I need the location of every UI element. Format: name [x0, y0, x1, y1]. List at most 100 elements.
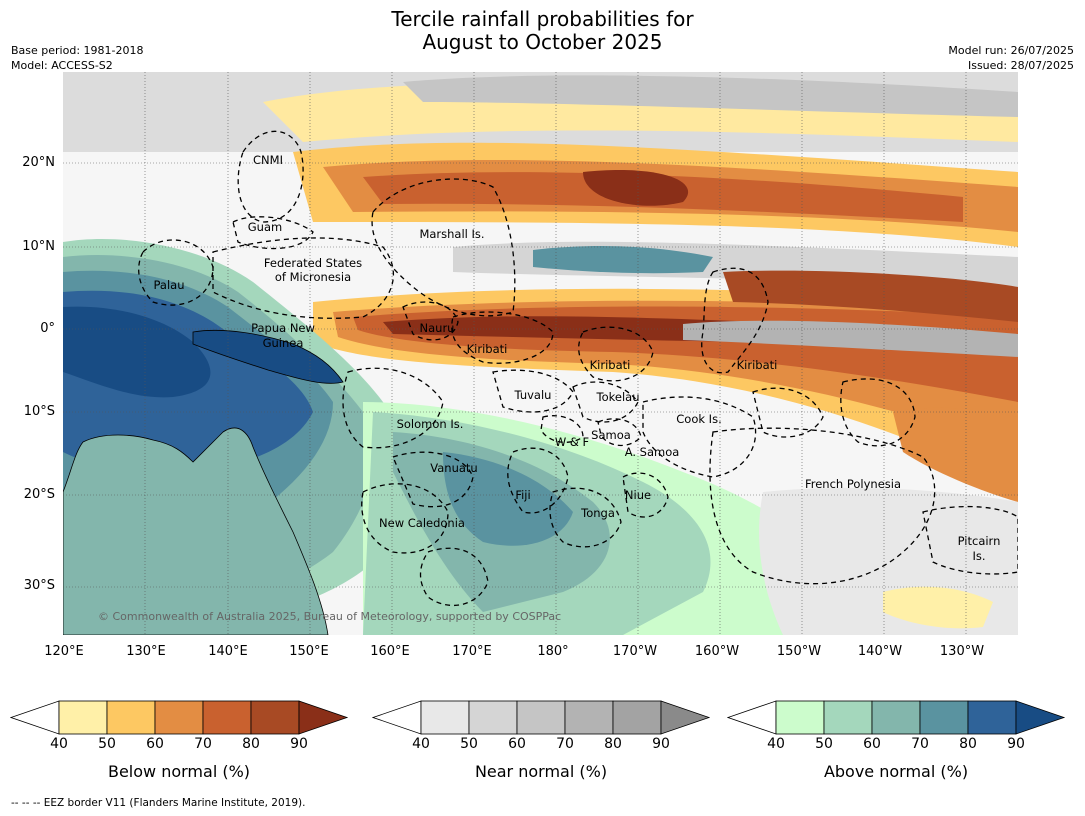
y-tick-label: 30°S: [23, 578, 55, 593]
colorbar-below-swatch: [154, 700, 204, 735]
region-label: W & F: [555, 435, 589, 449]
region-label: Samoa: [591, 428, 631, 442]
meta-right: Model run: 26/07/2025 Issued: 28/07/2025: [948, 43, 1074, 73]
colorbar-tick: 80: [242, 736, 260, 752]
below-core-east: [723, 270, 1018, 322]
colorbar-above-swatch: [823, 700, 873, 735]
below-east-central: [893, 407, 1018, 502]
above-sw-4: [443, 452, 573, 546]
colorbar-near-swatch: [564, 700, 614, 735]
x-tick-label: 140°E: [208, 644, 248, 659]
australia-landmass: [63, 427, 329, 635]
region-label: Marshall Is.: [419, 227, 484, 241]
region-label: Guam: [248, 220, 282, 234]
region-labels: CNMI Guam Federated States of Micronesia…: [154, 153, 1001, 563]
title-line-2: August to October 2025: [422, 30, 663, 54]
region-label: Tuvalu: [514, 388, 552, 402]
region-label: Cook Is.: [676, 412, 721, 426]
region-label: of Micronesia: [275, 270, 351, 284]
below-core-north: [583, 170, 689, 206]
region-label: Pitcairn: [958, 534, 1001, 548]
x-tick-label: 140°W: [857, 644, 903, 659]
colorbar-tick: 60: [146, 736, 164, 752]
colorbar-near-swatch: [612, 700, 662, 735]
y-tick-label: 20°N: [22, 155, 55, 170]
x-tick-label: 150°W: [776, 644, 822, 659]
colorbar-near-swatch: [420, 700, 470, 735]
region-label: Federated States: [264, 256, 362, 270]
colorbar-tick: 80: [604, 736, 622, 752]
region-label: New Caledonia: [379, 516, 465, 530]
colorbar-tick: 90: [652, 736, 670, 752]
x-tick-label: 160°E: [370, 644, 410, 659]
model-run: Model run: 26/07/2025: [948, 44, 1074, 57]
region-label: Kiribati: [590, 358, 631, 372]
colorbar-tick: 60: [863, 736, 881, 752]
region-label: Nauru: [420, 321, 455, 335]
eez-footnote: -- -- -- EEZ border V11 (Flanders Marine…: [11, 797, 306, 809]
model-name: Model: ACCESS-S2: [11, 59, 113, 72]
region-label: A. Samoa: [625, 445, 680, 459]
region-label: Niue: [625, 488, 651, 502]
colorbar-above-swatch: [871, 700, 921, 735]
band-near-north-2: [403, 75, 1018, 117]
x-tick-label: 180°: [537, 644, 569, 659]
y-tick-label: 20°S: [23, 487, 55, 502]
colorbar-below-swatch: [106, 700, 156, 735]
region-label: Kiribati: [467, 342, 508, 356]
new-guinea-landmass: [192, 330, 344, 384]
colorbar-tick: 90: [1007, 736, 1025, 752]
colorbar-tick: 70: [194, 736, 212, 752]
colorbar-near-swatch: [468, 700, 518, 735]
y-tick-label: 10°S: [23, 404, 55, 419]
colorbar-tick: 40: [767, 736, 785, 752]
x-tick-label: 160°W: [694, 644, 740, 659]
region-label: Tokelau: [596, 390, 640, 404]
region-label: Fiji: [515, 488, 530, 502]
meta-left: Base period: 1981-2018 Model: ACCESS-S2: [11, 43, 143, 73]
colorbar-tick: 50: [815, 736, 833, 752]
colorbar-below: [10, 700, 349, 735]
colorbar-above-swatch: [775, 700, 825, 735]
x-tick-label: 120°E: [44, 644, 84, 659]
colorbar-tick: 80: [959, 736, 977, 752]
region-label: Is.: [972, 549, 985, 563]
colorbar-above-extend-low: [727, 700, 777, 735]
region-label: Vanuatu: [430, 461, 477, 475]
colorbar-below-swatch: [58, 700, 108, 735]
chart-title: Tercile rainfall probabilities for Augus…: [0, 8, 1085, 54]
base-period: Base period: 1981-2018: [11, 44, 144, 57]
issued-date: Issued: 28/07/2025: [967, 59, 1074, 72]
colorbar-near-extend-high: [660, 700, 711, 735]
eez-borders: [138, 130, 1018, 607]
colorbar-below-label: Below normal (%): [107, 762, 251, 781]
colorbar-tick: 40: [412, 736, 430, 752]
x-tick-label: 130°W: [939, 644, 985, 659]
region-label: Tonga: [580, 506, 615, 520]
region-label: Palau: [154, 278, 185, 292]
colorbar-tick: 60: [508, 736, 526, 752]
colorbar-tick: 90: [290, 736, 308, 752]
colorbar-above: [727, 700, 1066, 735]
colorbar-near-swatch: [516, 700, 566, 735]
y-tick-label: 10°N: [22, 239, 55, 254]
colorbar-above-swatch: [967, 700, 1017, 735]
colorbar-below-swatch: [202, 700, 252, 735]
colorbar-near-label: Near normal (%): [474, 762, 608, 781]
region-label: Solomon Is.: [397, 417, 464, 431]
colorbar-tick: 70: [556, 736, 574, 752]
near-equatorial-east: [683, 320, 1018, 357]
region-label: Kiribati: [737, 358, 778, 372]
colorbar-near: [372, 700, 711, 735]
colorbar-above-extend-high: [1015, 700, 1066, 735]
below-southeast: [883, 586, 993, 629]
colorbar-above-label: Above normal (%): [823, 762, 969, 781]
x-tick-label: 170°E: [452, 644, 492, 659]
rainfall-probability-map: © Commonwealth of Australia 2025, Bureau…: [63, 72, 1018, 635]
colorbar-tick: 50: [98, 736, 116, 752]
colorbar-above-swatch: [919, 700, 969, 735]
colorbar-below-extend-low: [10, 700, 60, 735]
x-tick-label: 170°W: [612, 644, 658, 659]
colorbar-tick: 50: [460, 736, 478, 752]
colorbar-below-extend-high: [298, 700, 349, 735]
